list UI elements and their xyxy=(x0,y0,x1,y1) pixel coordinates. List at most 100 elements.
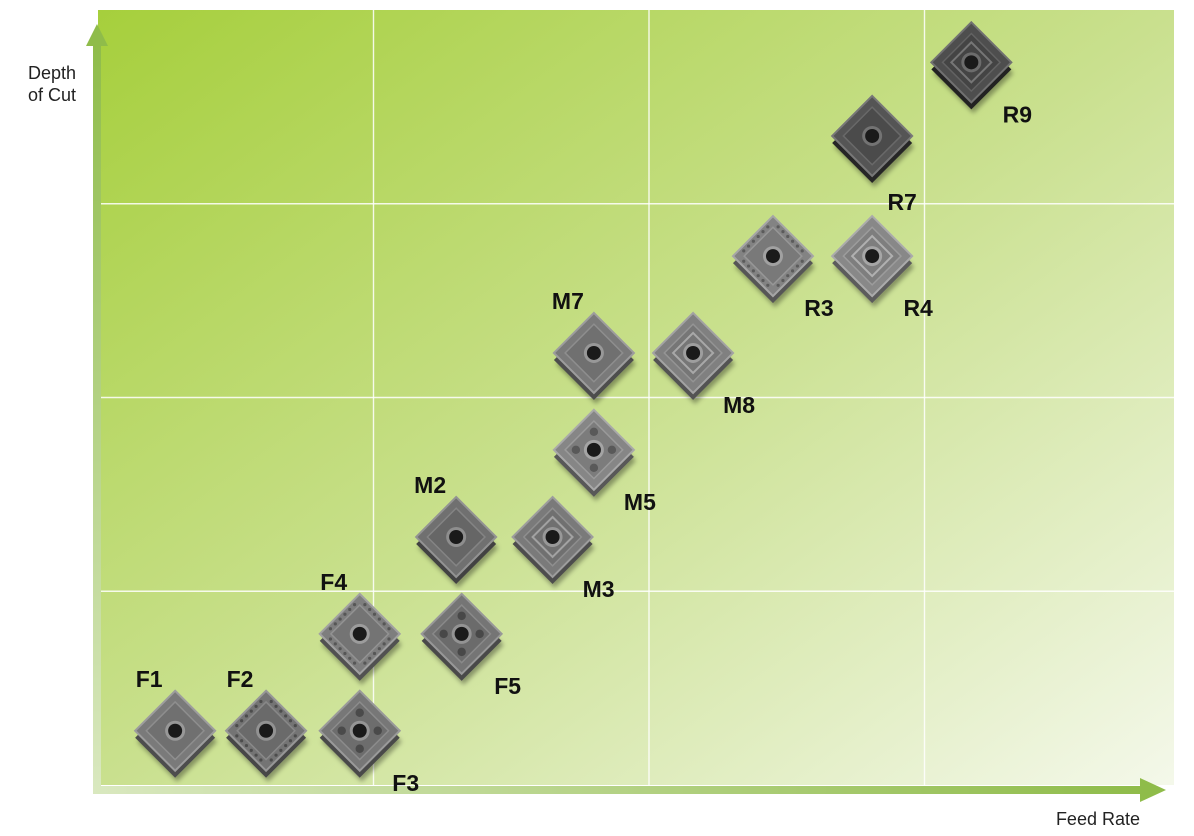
insert-dot xyxy=(790,239,795,243)
x-axis-arrowhead xyxy=(1140,778,1166,802)
x-axis-bar xyxy=(93,786,1143,794)
insert-dot xyxy=(746,244,751,248)
insert-f2: F2 xyxy=(224,666,308,778)
insert-ring xyxy=(671,331,715,375)
point-label: R9 xyxy=(1003,101,1032,127)
insert-dot xyxy=(751,269,755,273)
insert-dot xyxy=(235,723,239,728)
insert-dot xyxy=(333,642,337,646)
insert-hole xyxy=(865,249,880,264)
insert-dot xyxy=(781,278,785,283)
insert-ring xyxy=(850,234,894,278)
insert-dot xyxy=(235,734,239,738)
insert-dot xyxy=(328,637,333,641)
insert-m7: M7 xyxy=(552,288,636,400)
point-label: M5 xyxy=(624,489,656,515)
insert-pip xyxy=(355,708,364,717)
point-label: R4 xyxy=(903,295,933,321)
insert-pip xyxy=(607,445,617,455)
insert-dot xyxy=(293,734,297,738)
insert-dot xyxy=(751,239,755,243)
point-label: M2 xyxy=(414,472,446,498)
insert-hole xyxy=(168,723,183,738)
insert-points: F1 F2 F3 F4 F5 M2 M3 M5 M7 M8 R3 R4 R7 R9 xyxy=(133,20,1032,796)
insert-dot xyxy=(742,259,746,263)
point-label: M7 xyxy=(552,288,584,314)
insert-dot xyxy=(800,259,804,263)
insert-dot xyxy=(244,714,249,718)
insert-r4: R4 xyxy=(830,214,933,321)
insert-f1: F1 xyxy=(133,666,217,778)
insert-pip xyxy=(439,629,448,639)
insert-hole xyxy=(765,249,780,264)
insert-pip xyxy=(475,629,484,639)
insert-dot xyxy=(279,709,283,713)
insert-m5: M5 xyxy=(552,408,656,515)
insert-pip xyxy=(337,726,346,735)
point-label: F5 xyxy=(494,673,521,699)
insert-dot xyxy=(328,627,333,631)
y-axis-title: Depth of Cut xyxy=(27,63,76,105)
insert-hole xyxy=(686,345,701,360)
insert-hole xyxy=(454,626,469,641)
insert-dot xyxy=(387,627,391,631)
insert-dot xyxy=(259,758,263,762)
point-label: M3 xyxy=(583,576,615,602)
insert-dot xyxy=(284,743,288,748)
insert-dot xyxy=(382,642,386,646)
insert-dot xyxy=(338,647,342,651)
insert-ring xyxy=(949,40,993,84)
insert-dot xyxy=(786,234,790,239)
insert-dot xyxy=(269,758,273,762)
insert-dot xyxy=(284,714,288,718)
insert-hole xyxy=(545,530,560,544)
insert-f4: F4 xyxy=(318,569,402,681)
insert-hole xyxy=(449,530,464,544)
insert-hole xyxy=(586,345,601,360)
insert-dot xyxy=(338,617,342,621)
insert-dot xyxy=(742,249,746,253)
insert-pip xyxy=(589,427,599,437)
insert-pip xyxy=(589,463,599,473)
insert-m8: M8 xyxy=(651,311,755,418)
insert-dot xyxy=(795,264,799,268)
insert-dot xyxy=(776,283,780,287)
insert-dot xyxy=(790,269,795,273)
x-axis-title: Feed Rate xyxy=(1055,809,1140,829)
insert-pip xyxy=(355,744,364,753)
insert-dot xyxy=(756,274,760,278)
insert-pip xyxy=(457,647,466,657)
insert-dot xyxy=(761,278,765,283)
insert-hole xyxy=(352,626,367,641)
insert-ring xyxy=(531,515,574,559)
insert-dot xyxy=(363,661,367,665)
insert-dot xyxy=(274,704,278,708)
insert-dot xyxy=(368,607,372,612)
insert-dot xyxy=(781,230,785,234)
point-label: F3 xyxy=(392,770,419,796)
insert-r7: R7 xyxy=(830,94,917,215)
insert-dot xyxy=(244,743,249,748)
point-label: F4 xyxy=(320,569,347,595)
point-label: R7 xyxy=(887,189,916,215)
insert-pip xyxy=(373,726,382,735)
insert-dot xyxy=(249,748,253,752)
y-axis-arrowhead xyxy=(86,24,108,46)
insert-dot xyxy=(363,603,367,607)
insert-dot xyxy=(240,739,244,743)
insert-dot xyxy=(288,739,293,743)
insert-dot xyxy=(288,719,293,723)
insert-dot xyxy=(800,249,804,253)
insert-dot xyxy=(259,699,263,704)
insert-dot xyxy=(279,748,283,752)
insert-dot xyxy=(766,283,770,287)
insert-f3: F3 xyxy=(318,689,419,796)
insert-dot xyxy=(746,264,751,268)
insert-dot xyxy=(372,651,377,656)
point-label: R3 xyxy=(804,295,833,321)
insert-dot xyxy=(348,656,352,660)
insert-m3: M3 xyxy=(511,495,615,602)
insert-dot xyxy=(352,661,357,665)
insert-dot xyxy=(387,637,391,641)
